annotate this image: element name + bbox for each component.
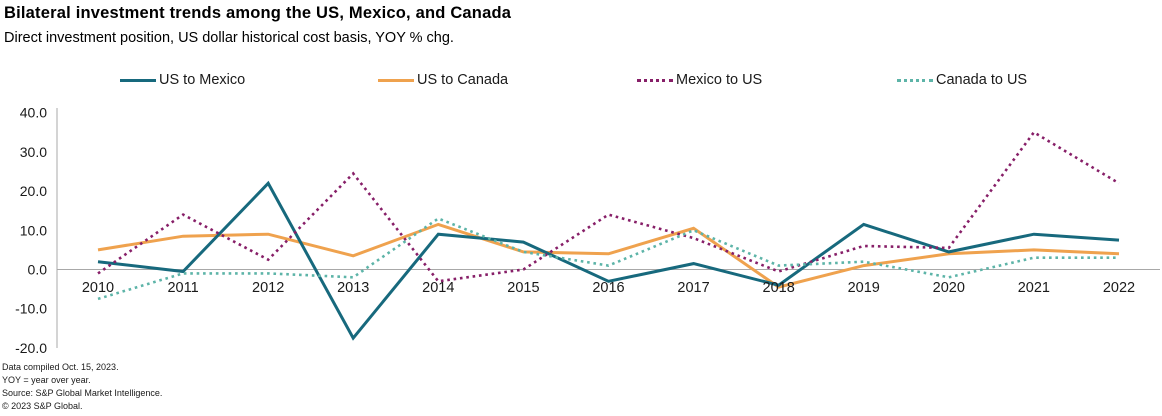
footnote-line: Source: S&P Global Market Intelligence.: [2, 388, 163, 398]
x-axis-year-label: 2014: [422, 280, 454, 296]
y-axis-tick-label: 30.0: [20, 144, 47, 160]
x-axis-year-label: 2018: [763, 280, 795, 296]
x-axis-year-label: 2016: [592, 280, 624, 296]
legend-item-us-to-mexico: US to Mexico: [120, 69, 245, 91]
x-axis-year-label: 2013: [337, 280, 369, 296]
y-axis-tick-label: -10.0: [15, 301, 47, 317]
footnote-line: Data compiled Oct. 15, 2023.: [2, 362, 119, 372]
chart-footnotes: Data compiled Oct. 15, 2023. YOY = year o…: [2, 361, 162, 413]
legend-solid-line-icon: [378, 78, 414, 82]
x-axis-year-label: 2020: [933, 280, 965, 296]
line-chart: 40.0 30.0 20.0 10.0 0.0 -10.0 -20.0 2010 2011 201…: [15, 105, 1160, 356]
series-line-mexico-to-us: [97, 130, 1120, 283]
legend-label: Mexico to US: [676, 72, 763, 88]
y-axis-tick-label: 0.0: [28, 262, 48, 278]
chart-title: Bilateral investment trends among the US…: [4, 4, 512, 22]
series-line-us-to-mexico: [97, 180, 1120, 341]
x-axis-year-label: 2021: [1018, 280, 1050, 296]
legend-item-mexico-to-us: Mexico to US: [637, 69, 762, 91]
y-axis-tick-label: 40.0: [20, 105, 47, 121]
x-axis-year-label: 2019: [848, 280, 880, 296]
y-axis-tick-label: -20.0: [15, 340, 47, 356]
series-line-canada-to-us: [97, 217, 1119, 301]
series-line-us-to-canada: [97, 222, 1120, 289]
y-axis-tick-label: 10.0: [20, 222, 47, 238]
legend-item-canada-to-us: Canada to US: [897, 69, 1027, 91]
x-axis-year-label: 2022: [1103, 280, 1135, 296]
legend-item-us-to-canada: US to Canada: [378, 69, 508, 91]
y-axis-tick-label: 20.0: [20, 183, 47, 199]
legend-label: US to Mexico: [159, 72, 246, 88]
x-axis-year-label: 2017: [677, 280, 709, 296]
legend-label: US to Canada: [417, 72, 509, 88]
legend-dotted-line-icon: [897, 78, 933, 82]
legend-label: Canada to US: [936, 72, 1028, 88]
chart-legend: US to Mexico US to Canada Mexico to US Cana…: [0, 69, 1162, 93]
footnote-line: YOY = year over year.: [2, 375, 91, 385]
legend-dotted-line-icon: [637, 78, 673, 82]
x-axis-year-label: 2012: [252, 280, 284, 296]
x-axis-year-label: 2011: [167, 280, 198, 296]
footnote-line: © 2023 S&P Global.: [2, 401, 83, 411]
x-axis-year-label: 2010: [82, 280, 114, 296]
x-axis-year-label: 2015: [507, 280, 539, 296]
chart-subtitle: Direct investment position, US dollar hi…: [4, 30, 454, 46]
legend-solid-line-icon: [120, 78, 156, 82]
